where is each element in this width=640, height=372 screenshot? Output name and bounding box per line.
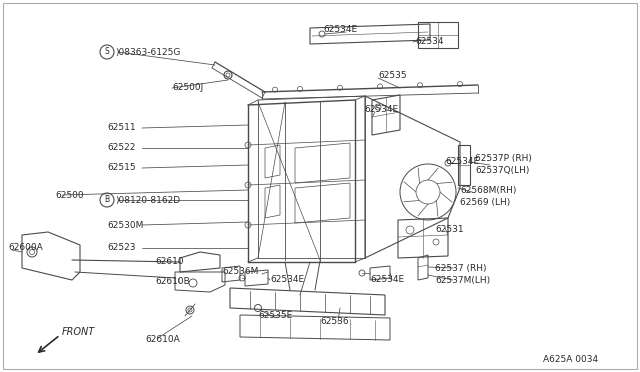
Text: S: S [104,48,109,57]
Text: 62536: 62536 [320,317,349,327]
Text: 62530M: 62530M [107,221,143,230]
Text: 62500J: 62500J [172,83,204,93]
Text: 62534E: 62534E [370,276,404,285]
Text: 62568M(RH): 62568M(RH) [460,186,516,195]
Text: 62600A: 62600A [8,244,43,253]
Text: 62537M(LH): 62537M(LH) [435,276,490,285]
Text: 62536M: 62536M [222,267,259,276]
Text: B: B [104,196,109,205]
Text: 62534: 62534 [415,38,444,46]
Text: )08120-8162D: )08120-8162D [115,196,180,205]
Text: A625A 0034: A625A 0034 [543,356,598,365]
Text: 62515: 62515 [107,164,136,173]
Text: FRONT: FRONT [62,327,95,337]
Text: 62522: 62522 [107,144,136,153]
Text: 62531: 62531 [435,225,463,234]
Text: 62537P (RH): 62537P (RH) [475,154,532,163]
Text: 62534E: 62534E [323,26,357,35]
Text: 62534E: 62534E [445,157,479,166]
Text: 62537Q(LH): 62537Q(LH) [475,166,529,174]
Text: 62610B: 62610B [155,278,189,286]
Text: 62610: 62610 [155,257,184,266]
Text: )08363-6125G: )08363-6125G [115,48,180,57]
Text: 62537 (RH): 62537 (RH) [435,263,486,273]
Text: 62535: 62535 [378,71,406,80]
Text: 62523: 62523 [107,244,136,253]
Text: 62500: 62500 [55,190,84,199]
Text: 62534E: 62534E [270,276,304,285]
Text: 62535E: 62535E [258,311,292,321]
Text: 62569 (LH): 62569 (LH) [460,198,510,206]
Text: 62534E: 62534E [364,106,398,115]
Text: 62610A: 62610A [145,336,180,344]
Text: 62511: 62511 [107,124,136,132]
